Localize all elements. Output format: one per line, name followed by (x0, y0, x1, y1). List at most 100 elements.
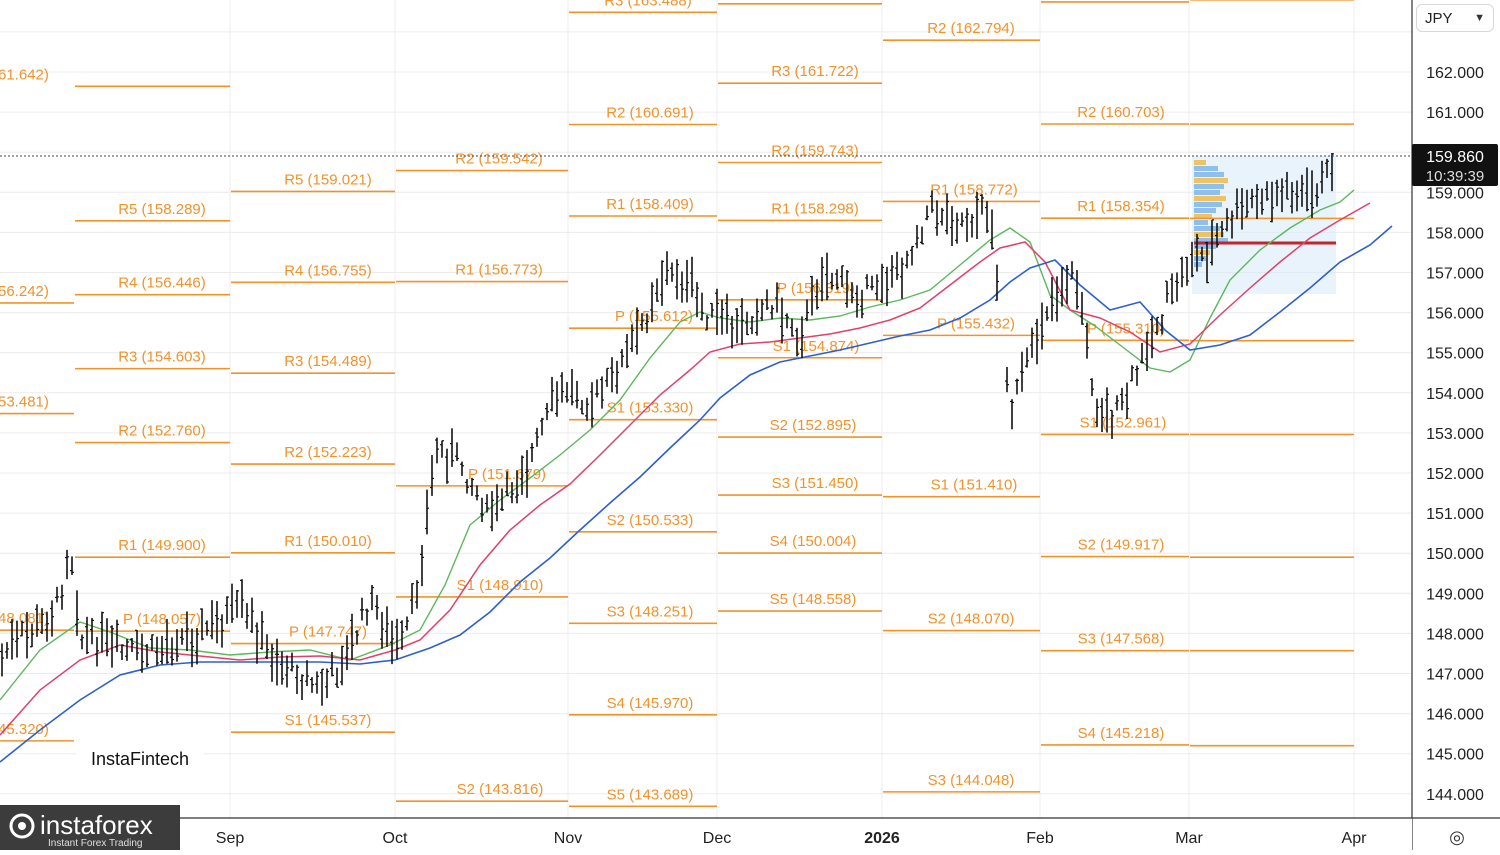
pivot-level-label: R5 (158.289) (118, 201, 206, 218)
pivot-level-label: R4 (156.446) (118, 275, 206, 292)
pivot-level-label: P (155.612) (615, 308, 693, 325)
currency-selector[interactable]: JPY ▼ (1416, 4, 1494, 32)
ma-fast-line (0, 189, 1355, 701)
x-axis-tick-label: Mar (1175, 830, 1203, 847)
x-axis-tick-label: Feb (1026, 830, 1054, 847)
volume-profile-bar (1194, 220, 1208, 225)
volume-profile-bar (1194, 202, 1222, 207)
volume-profile-bar (1194, 172, 1224, 177)
pivot-level-label: S1 (145.537) (285, 712, 372, 729)
price-tag-value: 159.860 (1426, 149, 1484, 166)
volume-profile-bar (1194, 262, 1202, 267)
volume-profile-bar (1194, 190, 1220, 195)
y-axis-tick-label: 150.000 (1426, 546, 1484, 563)
pivot-level-label: S2 (148.070) (928, 611, 1015, 628)
y-axis-tick-label: 149.000 (1426, 586, 1484, 603)
pivot-level-label: S4 (145.218) (1078, 725, 1165, 742)
pivot-level-label: R3 (161.722) (771, 63, 859, 80)
pivot-level-label: S3 (148.251) (607, 603, 694, 620)
volume-profile-bar (1194, 256, 1206, 261)
pivot-level-label: S2 (143.816) (457, 781, 544, 798)
x-axis-tick-label: 2026 (864, 830, 900, 847)
pivot-level-label: S1 (152.961) (1080, 414, 1167, 431)
pivot-level-label: S3 (151.450) (772, 475, 859, 492)
pivot-level-label: R2 (159.743) (771, 143, 859, 160)
pivot-level-label: R1 (158.354) (1077, 198, 1165, 215)
y-axis-tick-label: 154.000 (1426, 386, 1484, 403)
pivot-level-label: R2 (159.542) (455, 151, 543, 168)
volume-profile-bar (1194, 160, 1206, 165)
pivot-level-label: P (155.310) (1087, 320, 1165, 337)
pivot-level-label: R3 (163.488) (604, 0, 692, 9)
logo-badge (0, 805, 180, 850)
pivot-level-label: R2 (162.794) (927, 20, 1015, 37)
volume-profile-bar (1194, 244, 1216, 249)
pivot-level-label: S3 (147.568) (1078, 631, 1165, 648)
logo-gear-icon (9, 813, 35, 839)
pivot-level-label: S1 (151.410) (931, 477, 1018, 494)
x-axis-tick-label: Nov (554, 830, 582, 847)
y-axis-tick-label: 152.000 (1426, 466, 1484, 483)
pivot-level-label: S1 (153.330) (607, 400, 694, 417)
y-axis-tick-label: 156.000 (1426, 306, 1484, 323)
x-axis-tick-label: Oct (383, 830, 408, 847)
y-axis-tick-label: 162.000 (1426, 65, 1484, 82)
y-axis-tick-label: 155.000 (1426, 346, 1484, 363)
y-axis-tick-label: 144.000 (1426, 787, 1484, 804)
logo-subtext: Instant Forex Trading (48, 838, 143, 849)
pivot-level-label: R2 (160.691) (606, 104, 694, 121)
x-axis-tick-label: Dec (703, 830, 731, 847)
logo-gear-hub (18, 822, 26, 830)
pivot-level-label: S2 (152.895) (770, 417, 857, 434)
watermark-box (76, 730, 204, 782)
pivot-level-label: R1 (149.900) (118, 537, 206, 554)
y-axis-tick-label: 157.000 (1426, 266, 1484, 283)
chevron-down-icon: ▼ (1474, 12, 1485, 24)
pivot-level-label: R3 (154.489) (284, 353, 372, 370)
pivot-level-label: P (155.432) (937, 315, 1015, 332)
pivot-level-label: R1 (158.409) (606, 196, 694, 213)
currency-label: JPY (1425, 9, 1453, 27)
pivot-level-label: P (156.319) (777, 280, 855, 297)
volume-profile-bar (1194, 208, 1216, 213)
pivot-level-label: S2 (150.533) (607, 512, 694, 529)
volume-profile-bar (1194, 196, 1226, 201)
volume-profile-bar (1194, 214, 1212, 219)
pivot-level-label: S5 (143.689) (607, 786, 694, 803)
y-axis-tick-label: 147.000 (1426, 667, 1484, 684)
y-axis-tick-label: 151.000 (1426, 506, 1484, 523)
watermark-text: InstaFintech (91, 749, 189, 769)
pivot-level-label: R1 (156.773) (455, 262, 543, 279)
pivot-level-label: R2 (160.703) (1077, 104, 1165, 121)
volume-profile-bar (1194, 226, 1220, 231)
pivot-level-label: S3 (144.048) (928, 772, 1015, 789)
volume-profile-bar (1194, 232, 1224, 237)
y-axis-tick-label: 161.000 (1426, 105, 1484, 122)
pivot-level-label: R5 (159.021) (284, 171, 372, 188)
pivot-level-label: P (148.057) (123, 611, 201, 628)
volume-profile-bar (1194, 166, 1218, 171)
y-axis-panel (1412, 0, 1500, 850)
price-tag-box (1412, 144, 1498, 186)
volume-profile-bar (1194, 178, 1228, 183)
pivot-level-label: S4 (150.004) (770, 533, 857, 550)
pivot-level-label: R4 (163.700) (770, 0, 858, 1)
pivot-level-label: R2 (152.760) (118, 423, 206, 440)
settings-icon[interactable]: ◎ (1449, 827, 1465, 847)
y-axis-tick-label: 159.000 (1426, 185, 1484, 202)
pivot-level-label: R1 (158.298) (771, 200, 859, 217)
pivot-level-label: 61.642) (0, 66, 49, 83)
price-tag-countdown: 10:39:39 (1426, 168, 1484, 185)
pivot-level-label: R3 (154.603) (118, 349, 206, 366)
y-axis-tick-label: 148.000 (1426, 626, 1484, 643)
y-axis-tick-label: 153.000 (1426, 426, 1484, 443)
ma-mid-line (0, 202, 1371, 736)
pivot-level-label: R2 (152.223) (284, 444, 372, 461)
pivot-level-label: R1 (150.010) (284, 533, 372, 550)
pivot-level-label: 56.242) (0, 283, 49, 300)
pivot-level-label: R1 (158.772) (930, 181, 1018, 198)
logo-text: instaforex (40, 810, 153, 840)
x-axis-tick-label: Apr (1342, 830, 1368, 847)
